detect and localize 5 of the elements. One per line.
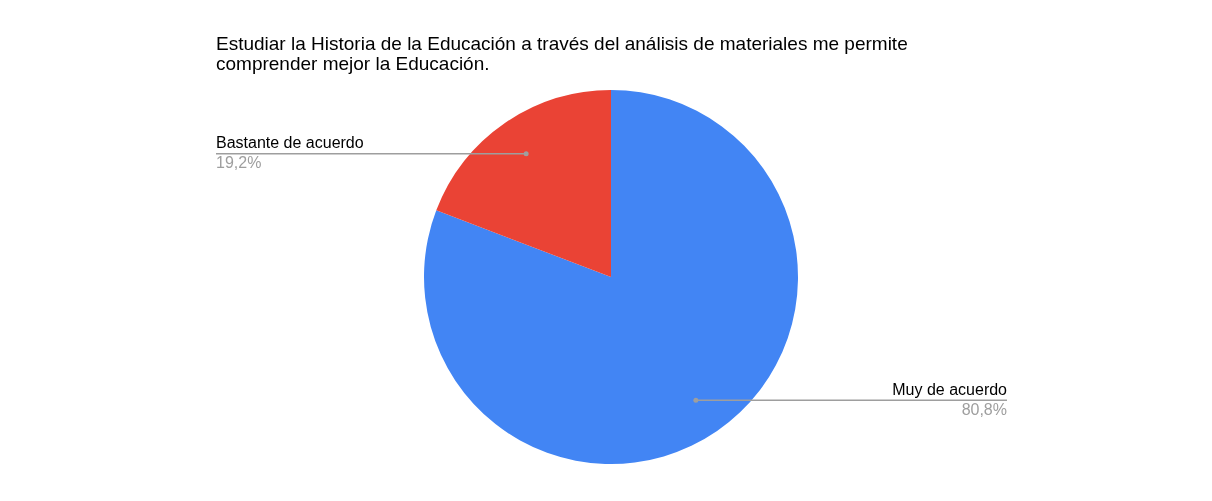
slice-label: Muy de acuerdo	[892, 380, 1008, 398]
data-label: 19,2%	[216, 154, 262, 172]
data-label: 80,8%	[961, 400, 1007, 418]
chart-title: Estudiar la Historia de la Educación a través del análisis de materiales me permite comprender mejor la Educación.	[216, 33, 909, 74]
slice-label: Bastante de acuerdo	[216, 134, 364, 152]
